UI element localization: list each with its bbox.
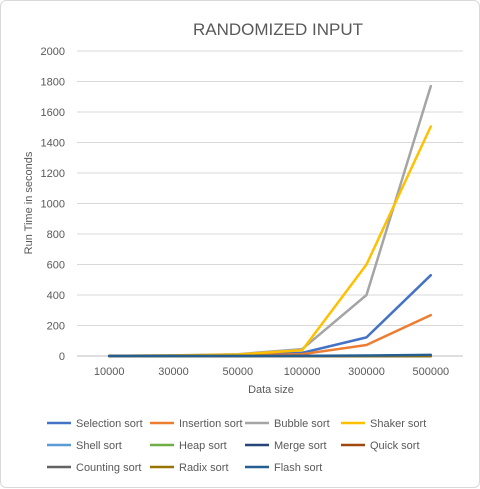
y-tick-label: 1200: [41, 168, 65, 180]
legend-label: Shaker sort: [370, 418, 426, 430]
legend-label: Flash sort: [274, 462, 322, 474]
series-line: [109, 275, 431, 356]
series-lines: [109, 86, 431, 356]
x-tick-label: 30000: [158, 366, 189, 378]
legend-label: Merge sort: [274, 440, 327, 452]
x-axis-label: Data size: [248, 384, 294, 396]
series-line: [109, 86, 431, 356]
gridlines: [77, 51, 463, 356]
x-tick-label: 100000: [284, 366, 321, 378]
x-tick-label: 10000: [94, 366, 125, 378]
legend-label: Heap sort: [179, 440, 227, 452]
legend-label: Shell sort: [76, 440, 122, 452]
chart-title: RANDOMIZED INPUT: [193, 20, 363, 39]
y-tick-label: 400: [47, 290, 65, 302]
y-axis-ticks: 0 200 400 600 800 1000 1200 1400 1600 1800 2000: [41, 46, 65, 363]
legend-label: Bubble sort: [274, 418, 330, 430]
legend-label: Insertion sort: [179, 418, 243, 430]
y-axis-label: Run Time in seconds: [23, 151, 35, 254]
x-axis-ticks: 10000 30000 50000 100000 300000 500000: [94, 366, 449, 378]
x-tick-label: 300000: [348, 366, 385, 378]
y-tick-label: 0: [59, 351, 65, 363]
legend-label: Radix sort: [179, 462, 229, 474]
y-tick-label: 1800: [41, 77, 65, 89]
series-line: [109, 355, 431, 356]
y-tick-label: 2000: [41, 46, 65, 58]
y-tick-label: 200: [47, 321, 65, 333]
y-tick-label: 1600: [41, 107, 65, 119]
y-tick-label: 1400: [41, 138, 65, 150]
y-tick-label: 600: [47, 260, 65, 272]
legend-label: Selection sort: [76, 418, 143, 430]
legend-label: Quick sort: [370, 440, 420, 452]
x-tick-label: 500000: [412, 366, 449, 378]
y-tick-label: 800: [47, 229, 65, 241]
legend-label: Counting sort: [76, 462, 141, 474]
y-tick-label: 1000: [41, 199, 65, 211]
x-tick-label: 50000: [223, 366, 254, 378]
legend: Selection sort Insertion sort Bubble sort S…: [47, 418, 426, 474]
